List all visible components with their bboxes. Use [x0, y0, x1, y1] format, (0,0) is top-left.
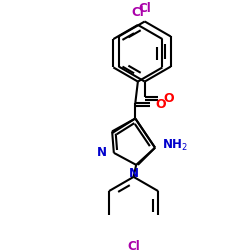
Text: Cl: Cl: [132, 6, 144, 19]
Text: NH$_2$: NH$_2$: [162, 138, 188, 153]
Text: O: O: [164, 92, 174, 105]
Text: Cl: Cl: [138, 2, 151, 16]
Text: O: O: [155, 98, 166, 111]
Text: Cl: Cl: [127, 240, 140, 250]
Text: N: N: [128, 166, 138, 179]
Text: N: N: [97, 146, 107, 159]
